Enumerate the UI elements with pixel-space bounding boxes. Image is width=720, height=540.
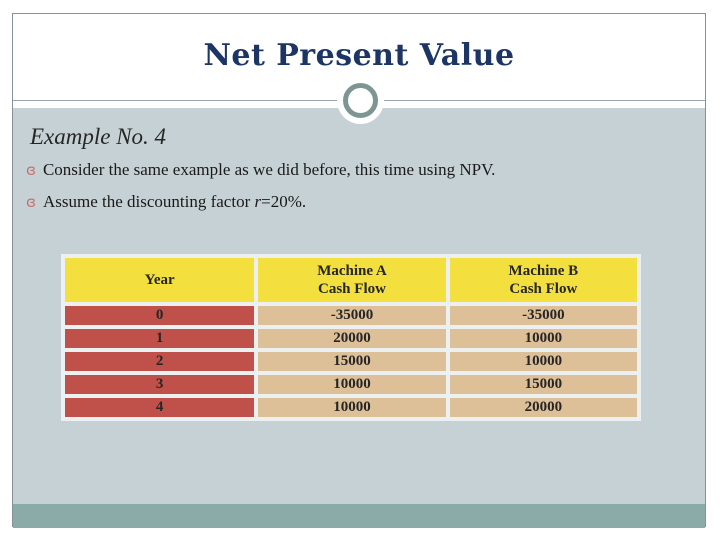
header-cell-year: Year bbox=[65, 258, 255, 302]
footer-band bbox=[13, 504, 705, 528]
machine-a-cell: -35000 bbox=[258, 306, 446, 325]
machine-b-cell: 10000 bbox=[449, 352, 637, 371]
year-cell: 1 bbox=[65, 329, 255, 348]
divider-circle-icon bbox=[337, 77, 384, 124]
scroll-bullet-icon: ɞ bbox=[26, 193, 36, 211]
machine-a-cell: 10000 bbox=[258, 398, 446, 417]
year-cell: 4 bbox=[65, 398, 255, 417]
year-cell: 0 bbox=[65, 306, 255, 325]
table-row: 2 15000 10000 bbox=[65, 352, 637, 371]
table-row: 0 -35000 -35000 bbox=[65, 306, 637, 325]
example-heading: Example No. 4 bbox=[30, 124, 167, 149]
bullet-item: ɞ Assume the discounting factor r=20%. bbox=[26, 192, 676, 212]
machine-b-cell: 15000 bbox=[449, 375, 637, 394]
bullet-item: ɞ Consider the same example as we did be… bbox=[26, 160, 676, 180]
machine-b-cell: -35000 bbox=[449, 306, 637, 325]
year-cell: 2 bbox=[65, 352, 255, 371]
header-cell-machine-b: Machine B Cash Flow bbox=[449, 258, 637, 302]
table-row: 3 10000 15000 bbox=[65, 375, 637, 394]
bullet-text: Consider the same example as we did befo… bbox=[42, 160, 496, 179]
circle-ring-icon bbox=[343, 83, 378, 118]
machine-a-cell: 10000 bbox=[258, 375, 446, 394]
slide-title: Net Present Value bbox=[203, 38, 515, 73]
machine-b-cell: 10000 bbox=[449, 329, 637, 348]
table-header-row: Year Machine A Cash Flow Machine B Cash … bbox=[65, 258, 637, 302]
cashflow-table: Year Machine A Cash Flow Machine B Cash … bbox=[61, 254, 641, 421]
scroll-bullet-icon: ɞ bbox=[26, 161, 36, 179]
variable-r: r bbox=[254, 192, 262, 211]
year-cell: 3 bbox=[65, 375, 255, 394]
machine-b-cell: 20000 bbox=[449, 398, 637, 417]
table-row: 4 10000 20000 bbox=[65, 398, 637, 417]
bullet-list: ɞ Consider the same example as we did be… bbox=[26, 160, 676, 224]
bullet-text: Assume the discounting factor r=20%. bbox=[42, 192, 307, 211]
machine-a-cell: 20000 bbox=[258, 329, 446, 348]
header-cell-machine-a: Machine A Cash Flow bbox=[258, 258, 446, 302]
table-row: 1 20000 10000 bbox=[65, 329, 637, 348]
slide-frame: Net Present Value Example No. 4 ɞ Consid… bbox=[12, 13, 706, 528]
machine-a-cell: 15000 bbox=[258, 352, 446, 371]
